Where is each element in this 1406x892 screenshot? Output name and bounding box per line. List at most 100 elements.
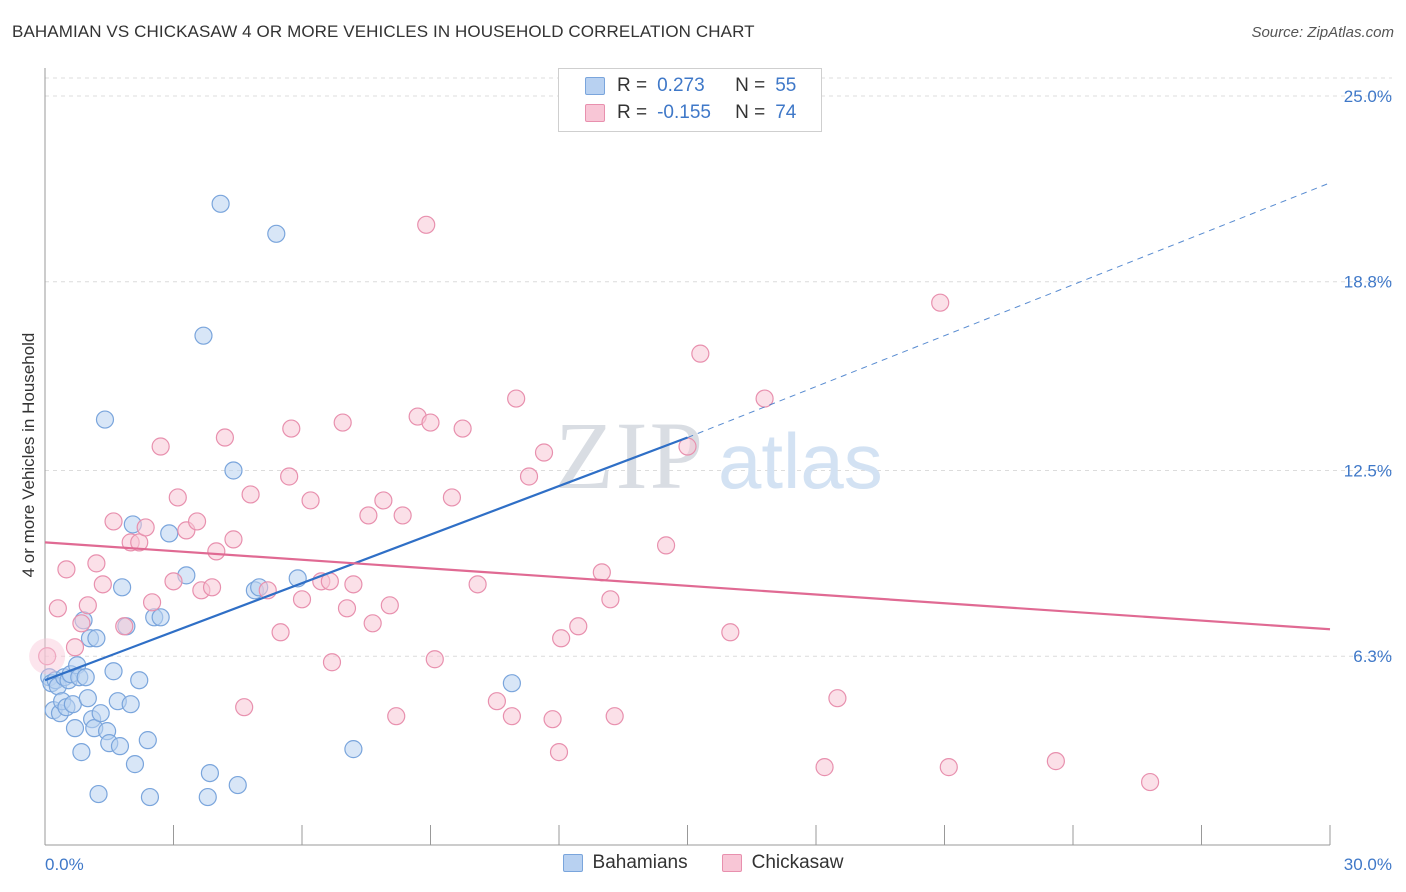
point-chickasaw xyxy=(151,437,170,456)
point-cluster-chickasaw xyxy=(29,638,66,675)
legend-n-label: N = xyxy=(735,75,766,96)
trend-line-bahamians xyxy=(44,436,688,682)
point-bahamians xyxy=(151,608,170,627)
point-chickasaw xyxy=(549,743,569,762)
point-chickasaw xyxy=(815,758,834,777)
point-chickasaw xyxy=(487,692,506,711)
point-bahamians xyxy=(344,740,363,759)
series-name-bahamians: Bahamians xyxy=(592,852,688,873)
point-chickasaw xyxy=(72,614,91,633)
watermark: ZIP atlas xyxy=(555,402,883,509)
point-chickasaw xyxy=(87,554,106,573)
point-bahamians xyxy=(502,674,521,693)
point-chickasaw xyxy=(534,443,554,462)
trend-extension-bahamians xyxy=(687,182,1331,438)
point-bahamians xyxy=(140,787,160,807)
point-bahamians xyxy=(228,775,247,795)
point-chickasaw xyxy=(235,698,254,717)
point-chickasaw xyxy=(601,590,620,609)
point-chickasaw xyxy=(592,563,611,582)
tick-labels: 6.3% 12.5% 18.8% 25.0% 0.0% 30.0% xyxy=(45,87,1392,874)
point-chickasaw xyxy=(322,653,342,672)
point-chickasaw xyxy=(507,389,526,408)
point-bahamians xyxy=(72,743,91,762)
legend-r-value: 0.273 xyxy=(657,75,705,96)
grid-lines xyxy=(45,77,1392,657)
legend-n-label: N = xyxy=(735,102,766,123)
point-chickasaw xyxy=(442,488,462,507)
legend-r-value: -0.155 xyxy=(657,102,711,123)
point-chickasaw xyxy=(65,638,85,657)
point-chickasaw xyxy=(207,542,226,561)
point-chickasaw xyxy=(393,506,412,525)
series-legend-bahamians: Bahamians xyxy=(562,852,688,874)
point-chickasaw xyxy=(387,707,406,726)
data-points xyxy=(29,194,1160,807)
point-chickasaw xyxy=(142,593,162,612)
point-chickasaw xyxy=(104,512,123,531)
point-chickasaw xyxy=(1140,772,1160,792)
legend-n-value: 74 xyxy=(775,102,797,123)
point-chickasaw xyxy=(605,707,624,726)
y-tick-label: 18.8% xyxy=(1344,273,1392,292)
trend-lines xyxy=(44,182,1331,682)
point-bahamians xyxy=(211,194,230,213)
point-chickasaw xyxy=(224,530,243,549)
point-bahamians xyxy=(200,763,220,783)
series-legend-chickasaw: Chickasaw xyxy=(721,852,843,874)
point-chickasaw xyxy=(417,215,436,234)
point-bahamians xyxy=(224,461,243,480)
point-chickasaw xyxy=(691,344,710,363)
point-bahamians xyxy=(267,224,286,243)
point-chickasaw xyxy=(93,575,112,594)
point-chickasaw xyxy=(421,413,440,432)
point-bahamians xyxy=(87,629,106,648)
point-bahamians xyxy=(78,689,97,708)
point-chickasaw xyxy=(1046,752,1065,771)
point-bahamians xyxy=(104,662,123,681)
point-chickasaw xyxy=(931,293,950,312)
point-chickasaw xyxy=(78,596,97,615)
point-chickasaw xyxy=(543,710,562,729)
point-chickasaw xyxy=(519,467,539,486)
point-chickasaw xyxy=(502,707,521,726)
point-chickasaw xyxy=(374,491,393,510)
legend-swatch-chickasaw xyxy=(585,104,605,122)
point-bahamians xyxy=(121,695,140,714)
watermark-zip: ZIP xyxy=(555,402,705,509)
point-chickasaw xyxy=(344,575,363,594)
trend-line-chickasaw xyxy=(44,541,1331,631)
axes xyxy=(44,68,1331,846)
point-chickasaw xyxy=(453,419,472,438)
point-chickasaw xyxy=(552,629,571,648)
legend-row-chickasaw: R = -0.155 N = 74 xyxy=(585,101,796,125)
point-bahamians xyxy=(112,578,132,597)
point-chickasaw xyxy=(333,413,352,432)
point-bahamians xyxy=(194,326,213,345)
point-chickasaw xyxy=(271,623,290,642)
point-chickasaw xyxy=(187,512,207,531)
point-chickasaw xyxy=(282,419,301,438)
point-chickasaw xyxy=(425,650,444,669)
point-chickasaw xyxy=(301,491,320,510)
point-chickasaw xyxy=(241,485,260,504)
legend-swatch-bahamians xyxy=(585,77,605,95)
point-bahamians xyxy=(89,784,108,804)
point-bahamians xyxy=(110,737,130,756)
point-chickasaw xyxy=(721,623,740,642)
point-chickasaw xyxy=(48,599,67,618)
x-tick-label-end: 30.0% xyxy=(1344,855,1392,874)
point-chickasaw xyxy=(136,518,155,537)
point-chickasaw xyxy=(115,617,134,636)
point-bahamians xyxy=(91,704,110,723)
legend-r-label: R = xyxy=(617,102,648,123)
point-chickasaw xyxy=(828,689,847,708)
y-axis-label: 4 or more Vehicles in Household xyxy=(19,333,38,578)
point-chickasaw xyxy=(337,599,357,618)
point-chickasaw xyxy=(130,533,149,552)
point-chickasaw xyxy=(168,488,187,507)
point-bahamians xyxy=(198,787,217,807)
y-tick-label: 25.0% xyxy=(1344,87,1392,106)
point-chickasaw xyxy=(468,575,487,594)
point-bahamians xyxy=(95,410,115,429)
